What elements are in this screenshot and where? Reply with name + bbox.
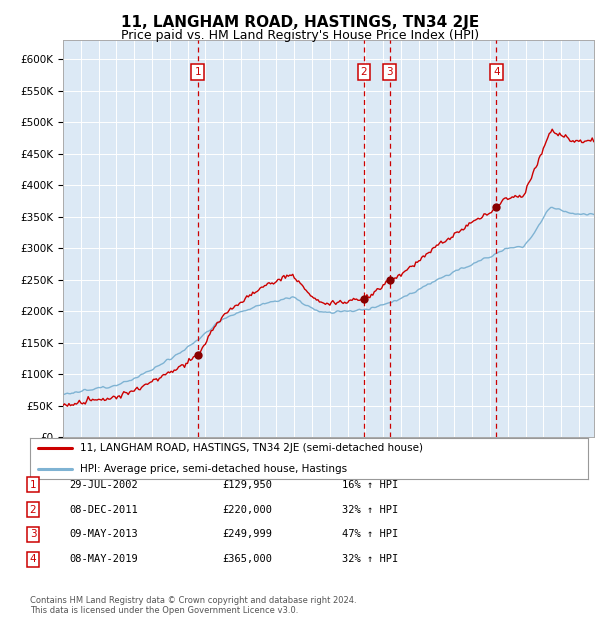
Text: 11, LANGHAM ROAD, HASTINGS, TN34 2JE: 11, LANGHAM ROAD, HASTINGS, TN34 2JE [121,16,479,30]
Text: 08-DEC-2011: 08-DEC-2011 [69,505,138,515]
Text: £129,950: £129,950 [222,480,272,490]
Text: £249,999: £249,999 [222,529,272,539]
Text: Price paid vs. HM Land Registry's House Price Index (HPI): Price paid vs. HM Land Registry's House … [121,29,479,42]
Text: 09-MAY-2013: 09-MAY-2013 [69,529,138,539]
Text: 32% ↑ HPI: 32% ↑ HPI [342,505,398,515]
Text: 3: 3 [29,529,37,539]
Text: 11, LANGHAM ROAD, HASTINGS, TN34 2JE (semi-detached house): 11, LANGHAM ROAD, HASTINGS, TN34 2JE (se… [80,443,423,453]
Text: 16% ↑ HPI: 16% ↑ HPI [342,480,398,490]
Text: 2: 2 [361,67,367,77]
Text: 32% ↑ HPI: 32% ↑ HPI [342,554,398,564]
Text: £365,000: £365,000 [222,554,272,564]
Text: 1: 1 [29,480,37,490]
Text: 2: 2 [29,505,37,515]
Text: 1: 1 [194,67,201,77]
Text: 3: 3 [386,67,393,77]
Text: HPI: Average price, semi-detached house, Hastings: HPI: Average price, semi-detached house,… [80,464,347,474]
Text: 4: 4 [493,67,500,77]
Text: 08-MAY-2019: 08-MAY-2019 [69,554,138,564]
Text: £220,000: £220,000 [222,505,272,515]
Text: Contains HM Land Registry data © Crown copyright and database right 2024.
This d: Contains HM Land Registry data © Crown c… [30,596,356,615]
Text: 47% ↑ HPI: 47% ↑ HPI [342,529,398,539]
Text: 29-JUL-2002: 29-JUL-2002 [69,480,138,490]
Text: 4: 4 [29,554,37,564]
